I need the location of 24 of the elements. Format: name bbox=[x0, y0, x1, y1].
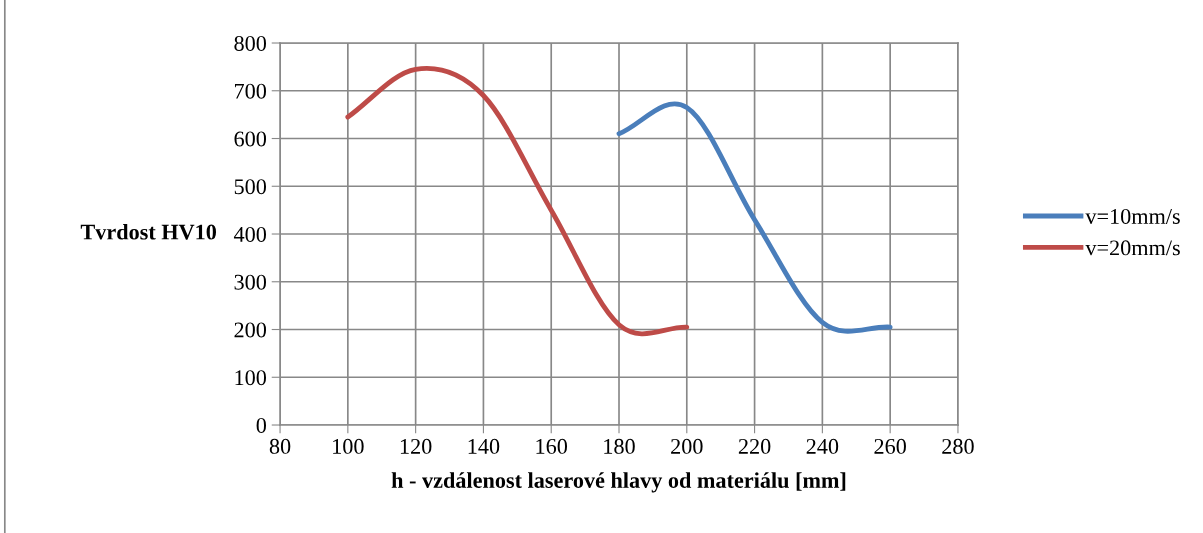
y-tick-label: 0 bbox=[256, 417, 267, 433]
x-tick-label: 120 bbox=[400, 438, 432, 454]
x-tick-label: 220 bbox=[738, 438, 771, 454]
x-tick-label: 180 bbox=[604, 438, 635, 454]
y-tick-label: 500 bbox=[234, 179, 267, 195]
x-tick-label: 80 bbox=[269, 438, 291, 454]
x-tick-label: 280 bbox=[942, 438, 974, 454]
y-tick-label: 300 bbox=[234, 274, 267, 290]
legend-label: v=10mm/s bbox=[1085, 208, 1180, 224]
x-axis-title: h - vzdálenost laserové hlavy od materiálu [mm] bbox=[391, 472, 846, 493]
y-tick-label: 400 bbox=[233, 226, 267, 242]
y-tick-label: 600 bbox=[234, 131, 267, 147]
x-tick-label: 200 bbox=[671, 438, 703, 454]
x-tick-label: 160 bbox=[536, 438, 568, 454]
legend-label: v=20mm/s bbox=[1085, 240, 1180, 256]
y-tick-label: 100 bbox=[235, 370, 267, 386]
y-tick-label: 700 bbox=[235, 83, 267, 99]
y-tick-label: 800 bbox=[234, 35, 267, 51]
x-tick-label: 140 bbox=[468, 438, 500, 454]
x-tick-label: 260 bbox=[874, 438, 906, 454]
y-axis-title: Tvrdost HV10 bbox=[80, 223, 217, 240]
y-tick-label: 200 bbox=[234, 322, 267, 338]
x-tick-label: 100 bbox=[333, 438, 364, 454]
x-tick-label: 240 bbox=[806, 438, 839, 454]
